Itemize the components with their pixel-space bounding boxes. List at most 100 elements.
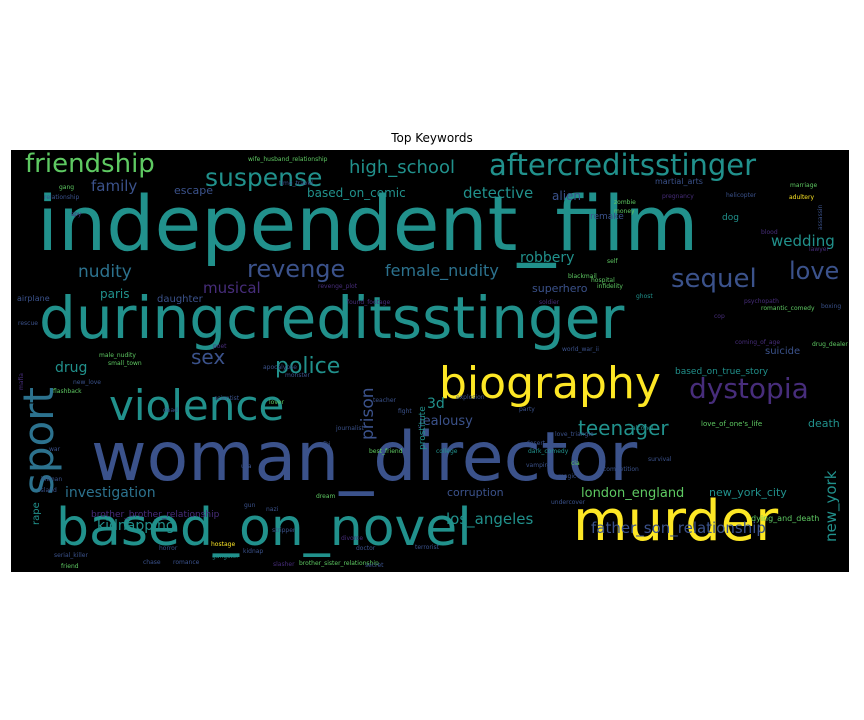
word-hospital: hospital [591,277,615,284]
word-relationship: relationship [44,194,79,201]
word-helicopter: helicopter [726,192,757,199]
word-superhero: superhero [532,282,588,295]
word-murder: murder [573,489,779,554]
word-nazi: nazi [266,506,279,513]
word-alien: alien [552,189,581,203]
word-explosion: explosion [456,394,485,401]
word-dying-and-death: dying_and_death [751,514,819,523]
word-corruption: corruption [447,486,504,499]
word-lawyer: lawyer [809,246,829,253]
word-aftercreditsstinger: aftercreditsstinger [489,150,756,182]
word-martial-arts: martial_arts [655,177,703,186]
word-robbery: robbery [520,250,574,266]
word-serial-killer: serial_killer [54,552,88,559]
word-hitman: hitman [41,476,62,483]
word-small-town: small_town [108,360,142,367]
word-vampire: vampire [526,462,551,469]
chart-title: Top Keywords [391,131,473,145]
word-gun: gun [244,502,256,509]
word-new-york-city: new_york_city [709,486,787,499]
word-romantic-comedy: romantic_comedy [761,305,815,312]
word-best-friend: best_friend [369,448,403,455]
word-remake: remake [590,212,624,222]
cloud-background [11,150,849,572]
word-wife-husband-relationship: wife_husband_relationship [248,156,328,163]
word-adultery: adultery [789,194,814,201]
word-marriage: marriage [790,182,818,189]
word-friendship: friendship [25,150,155,179]
word-dead: dead [163,407,178,414]
word-secret: secret [365,562,384,569]
word-ghost: ghost [636,293,653,300]
word-sex: sex [191,345,225,369]
word-father-son-relationship: father_son_relationship [591,519,766,538]
word-police: police [275,354,340,379]
word-family: family [91,177,137,195]
word-apocalypse: apocalypse [263,364,297,371]
word-dystopia: dystopia [689,372,809,405]
word-kidnapping: kidnapping [97,518,175,534]
word-biography: biography [439,358,661,409]
word-brother-sister-relationship: brother_sister_relationship [299,560,379,567]
word-magic: magic [558,473,576,480]
word-suspense: suspense [205,163,322,192]
word-based-on-novel: based_on_novel [56,498,472,558]
word-money: money [614,208,635,215]
word-cop: cop [714,313,725,320]
word-teenager: teenager [578,416,669,440]
word-drug-dealer: drug_dealer [812,341,848,348]
word-world-war-ii: world_war_ii [562,346,599,353]
word-competition: competition [603,466,639,473]
word-detective: detective [463,184,533,202]
word-teacher: teacher [373,397,397,404]
word-lover: lover [269,399,285,406]
word-terrorist: terrorist [415,544,440,551]
word-escape: escape [174,184,213,197]
word-prison: prison [358,387,378,440]
word-airplane: airplane [17,294,50,303]
word-mafia: mafia [18,373,25,390]
word-london-england: london_england [581,486,684,501]
word-wedding: wedding [771,232,835,250]
word-daughter: daughter [157,294,204,305]
word-soldier: soldier [539,299,560,306]
word-zombie: zombie [614,199,636,206]
word-dream: dream [316,493,336,500]
word-coming-of-age: coming_of_age [735,339,780,346]
word-3d: 3d [427,396,445,412]
word-poet: poet [213,343,227,350]
word-cloud: independent_film woman_director duringcred… [11,150,849,572]
word-jealousy: jealousy [418,414,473,429]
word-new-love: new_love [73,379,101,386]
word-blood: blood [761,229,778,236]
word-scientist: scientist [214,395,240,402]
word-college: college [436,448,458,455]
word-woman-director: woman_director [91,418,637,497]
word-island: island [39,487,57,494]
word-investigation: investigation [65,485,156,501]
word-flashback: flashback [53,388,82,395]
word-nudity: nudity [78,262,132,282]
word-boxing: boxing [821,303,841,310]
word-stripper: stripper [272,527,296,534]
word-based-on-comic: based_on_comic [307,186,406,200]
word-romance: romance [173,559,200,566]
word-drug: drug [55,360,87,376]
word-party: party [519,406,535,413]
word-gangster: gangster [212,553,239,560]
word-death: death [808,417,840,430]
word-slasher: slasher [273,561,295,568]
word-kidnap: kidnap [243,548,263,555]
word-survival: survival [648,456,672,463]
word-fbi: fbi [323,441,331,448]
word-suicide: suicide [765,346,800,357]
word-infidelity: infidelity [597,283,623,290]
word-dog: dog [722,213,739,223]
word-divorce: divorce [341,535,363,542]
word-journalist: journalist [335,425,364,432]
word-love: love [789,257,839,285]
word-alcohol: alcohol [632,425,654,432]
word-sport: sport [14,387,63,495]
word-los-angeles: los_angeles [446,510,534,529]
word-prostitute: prostitute [418,406,428,450]
